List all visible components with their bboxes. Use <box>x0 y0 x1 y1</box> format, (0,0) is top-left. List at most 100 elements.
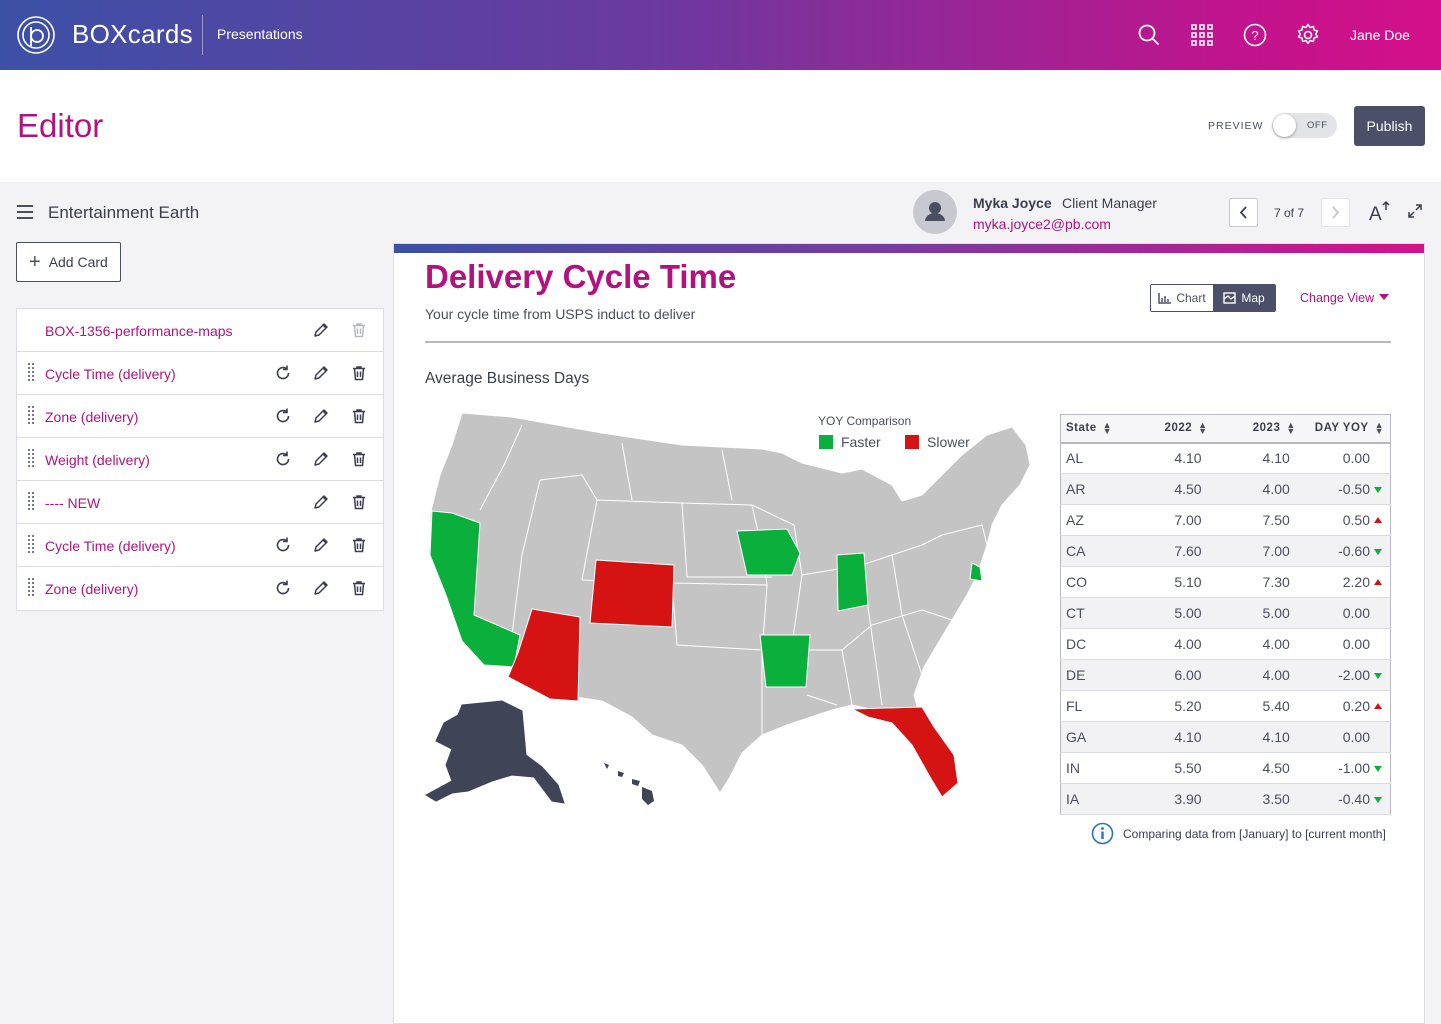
state-cell: IA <box>1060 783 1139 815</box>
arkansas-state[interactable] <box>759 634 811 688</box>
refresh-icon[interactable] <box>274 579 292 597</box>
year-2023-cell: 5.00 <box>1221 597 1310 629</box>
year-2022-cell-value: 4.00 <box>1174 636 1202 652</box>
alaska-state[interactable] <box>424 700 565 804</box>
apps-grid-icon[interactable] <box>1189 22 1215 48</box>
day-yoy-cell: -1.00 <box>1309 752 1391 784</box>
year-2023-column-header[interactable]: 2023 ▲ ▼ <box>1221 414 1310 444</box>
presentations-link[interactable]: Presentations <box>217 26 303 42</box>
state-cell-value: IN <box>1066 760 1080 776</box>
publish-button[interactable]: Publish <box>1354 106 1425 146</box>
edit-pencil-icon[interactable] <box>312 450 330 468</box>
expand-icon[interactable] <box>1407 203 1423 219</box>
year-2022-cell: 5.00 <box>1138 597 1222 629</box>
map-view-button[interactable]: Map <box>1213 285 1275 311</box>
iowa-state[interactable] <box>736 528 801 576</box>
card-list-item[interactable]: Weight (delivery) <box>17 438 383 481</box>
menu-icon[interactable] <box>17 205 33 219</box>
card-list-item[interactable]: Cycle Time (delivery) <box>17 352 383 395</box>
state-cell: GA <box>1060 721 1139 753</box>
colorado-state[interactable] <box>589 559 675 628</box>
settings-icon[interactable] <box>1295 22 1321 48</box>
card-label[interactable]: Cycle Time (delivery) <box>45 366 176 382</box>
refresh-icon[interactable] <box>274 364 292 382</box>
card-label[interactable]: BOX-1356-performance-maps <box>45 323 233 339</box>
drag-handle-icon[interactable] <box>27 405 37 427</box>
card-label[interactable]: Weight (delivery) <box>45 452 150 468</box>
edit-pencil-icon[interactable] <box>312 493 330 511</box>
drag-handle-icon[interactable] <box>27 491 37 513</box>
contact-email[interactable]: myka.joyce2@pb.com <box>973 216 1111 232</box>
card-list-item[interactable]: Zone (delivery) <box>17 567 383 610</box>
toggle-knob[interactable] <box>1273 114 1296 137</box>
card-label[interactable]: Cycle Time (delivery) <box>45 538 176 554</box>
card-list-item[interactable]: BOX-1356-performance-maps <box>17 309 383 352</box>
arizona-state[interactable] <box>507 608 581 702</box>
search-icon[interactable] <box>1136 22 1162 48</box>
year-2022-column-header[interactable]: 2022 ▲ ▼ <box>1138 414 1222 444</box>
card-label[interactable]: Zone (delivery) <box>45 581 139 597</box>
edit-pencil-icon[interactable] <box>312 321 330 339</box>
card-list-item[interactable]: Zone (delivery) <box>17 395 383 438</box>
year-2022-cell: 7.60 <box>1138 535 1222 567</box>
card-list-item[interactable]: ---- NEW <box>17 481 383 524</box>
trash-icon[interactable] <box>350 450 368 468</box>
day-yoy-column-header[interactable]: DAY YOY ▲ ▼ <box>1309 414 1391 444</box>
year-2022-cell-value: 5.00 <box>1174 605 1202 621</box>
year-2023-cell-value: 7.30 <box>1262 574 1290 590</box>
add-card-button[interactable]: + Add Card <box>16 242 121 282</box>
edit-pencil-icon[interactable] <box>312 536 330 554</box>
indiana-state[interactable] <box>836 552 869 612</box>
sort-icon[interactable]: ▲ ▼ <box>1374 420 1384 437</box>
drag-handle-icon[interactable] <box>27 448 37 470</box>
sort-icon[interactable]: ▲ ▼ <box>1198 420 1208 437</box>
previous-card-button[interactable] <box>1229 198 1258 227</box>
day-yoy-cell-value: 0.00 <box>1342 605 1370 621</box>
year-2022-cell: 7.00 <box>1138 504 1222 536</box>
card-list-item[interactable]: Cycle Time (delivery) <box>17 524 383 567</box>
state-header-label: State <box>1066 422 1097 435</box>
chart-view-button[interactable]: Chart <box>1151 285 1213 311</box>
trash-icon[interactable] <box>350 493 368 511</box>
drag-handle-icon[interactable] <box>27 577 37 599</box>
table-row: DC 4.00 4.00 0.00 <box>1060 628 1391 660</box>
trash-icon[interactable] <box>350 579 368 597</box>
font-size-icon[interactable]: A <box>1368 200 1392 224</box>
state-cell: AR <box>1060 473 1139 505</box>
sort-icon[interactable]: ▲ ▼ <box>1286 420 1296 437</box>
trash-icon[interactable] <box>350 407 368 425</box>
sort-icon[interactable]: ▲ ▼ <box>1102 420 1113 437</box>
hawaii-state[interactable] <box>604 763 654 805</box>
slower-swatch <box>905 435 919 449</box>
florida-state[interactable] <box>851 706 959 798</box>
edit-pencil-icon[interactable] <box>312 579 330 597</box>
drag-handle-icon[interactable] <box>27 362 37 384</box>
edit-pencil-icon[interactable] <box>312 364 330 382</box>
trash-icon[interactable] <box>350 536 368 554</box>
preview-toggle[interactable]: OFF <box>1272 113 1337 138</box>
change-view-dropdown[interactable]: Change View <box>1300 291 1375 305</box>
day-yoy-cell: -0.60 <box>1309 535 1391 567</box>
brand-name[interactable]: BOXcards <box>72 19 193 49</box>
state-cell: DC <box>1060 628 1139 660</box>
delaware-state[interactable] <box>969 562 983 582</box>
year-2023-cell: 7.50 <box>1221 504 1310 536</box>
refresh-icon[interactable] <box>274 450 292 468</box>
help-icon[interactable]: ? <box>1242 22 1268 48</box>
user-menu[interactable]: Jane Doe <box>1350 27 1410 43</box>
state-column-header[interactable]: State ▲ ▼ <box>1060 414 1139 444</box>
card-label[interactable]: ---- NEW <box>45 495 101 511</box>
refresh-icon[interactable] <box>274 407 292 425</box>
next-card-button[interactable] <box>1321 198 1350 227</box>
card-label[interactable]: Zone (delivery) <box>45 409 139 425</box>
trend-down-icon <box>1374 797 1382 803</box>
edit-pencil-icon[interactable] <box>312 407 330 425</box>
refresh-icon[interactable] <box>274 536 292 554</box>
drag-handle-icon[interactable] <box>27 534 37 556</box>
pb-logo-icon[interactable] <box>16 15 56 55</box>
trash-icon[interactable] <box>350 364 368 382</box>
year-2023-cell: 4.50 <box>1221 752 1310 784</box>
caret-down-icon[interactable] <box>1379 294 1389 300</box>
avatar <box>913 190 957 234</box>
table-header-row: State ▲ ▼ 2022 ▲ ▼ 2023 ▲ ▼ DAY YOY ▲ ▼ <box>1060 414 1391 444</box>
